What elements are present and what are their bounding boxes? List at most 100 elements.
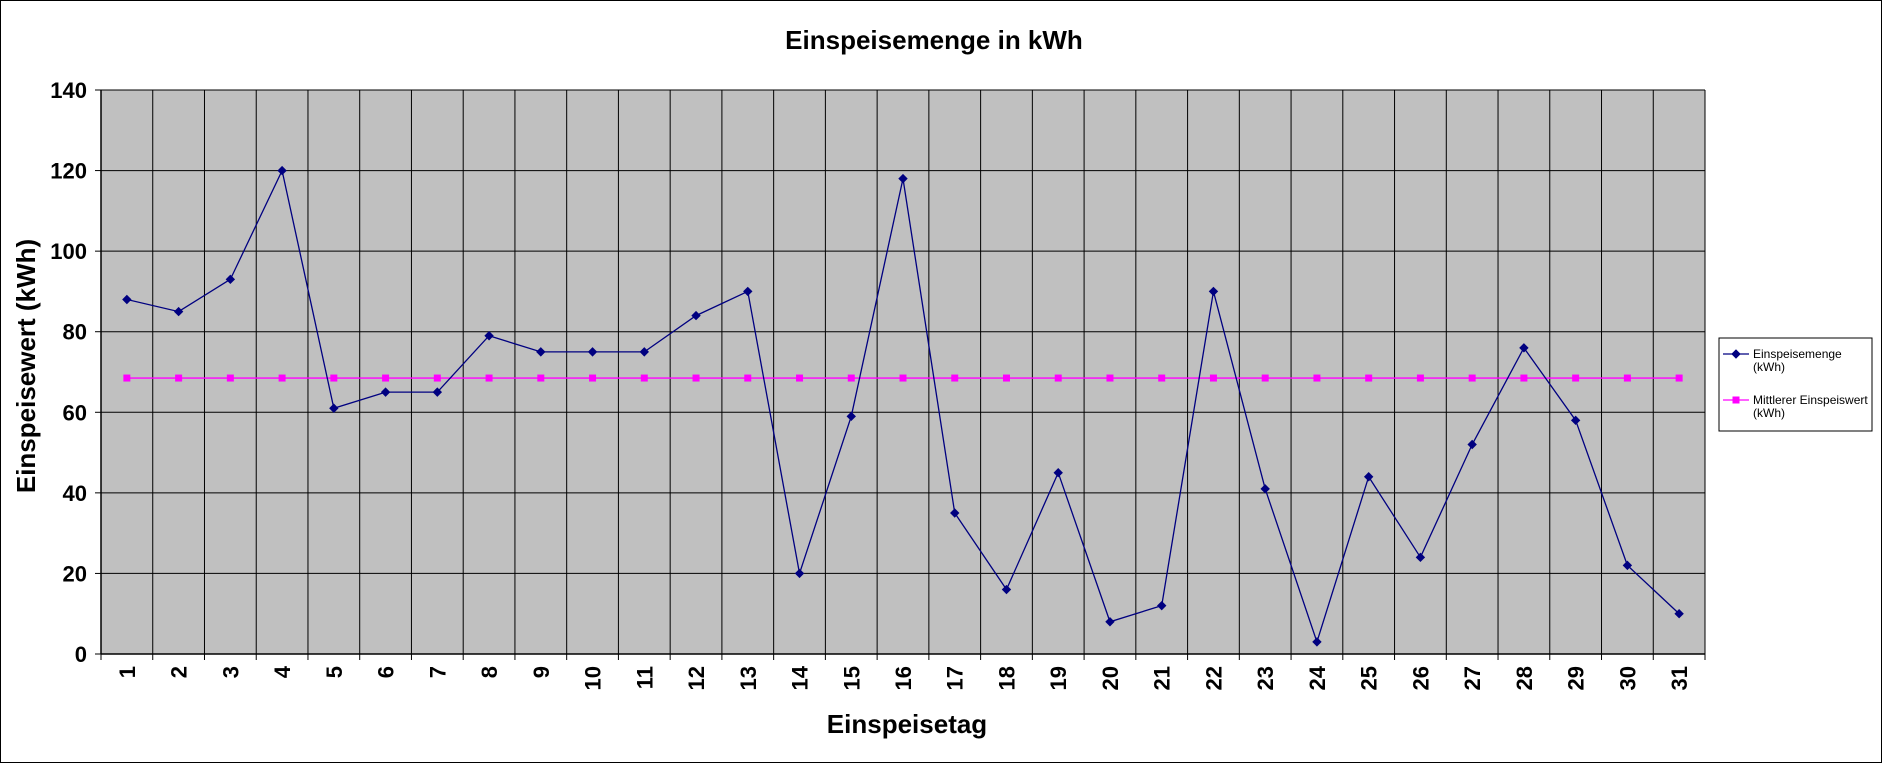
data-point [1157,600,1167,611]
data-point [536,347,546,357]
data-point [1260,484,1270,494]
data-point [692,374,700,382]
data-point [1208,286,1219,297]
data-point [1468,374,1476,382]
data-point [1106,374,1114,382]
x-tick-label: 17 [943,666,968,690]
legend-label: Einspeisemenge [1753,347,1842,361]
x-tick-label: 12 [684,666,709,690]
data-point [1675,374,1683,382]
x-tick-label: 9 [529,666,554,678]
data-point [640,374,648,382]
data-point [122,294,132,305]
legend-label: (kWh) [1753,360,1785,374]
x-tick-label: 10 [581,666,606,690]
y-axis-title: Einspeisewert (kWh) [11,239,41,493]
y-tick-label: 40 [63,481,87,506]
data-point [432,387,443,397]
data-point [1312,637,1322,647]
x-tick-label: 28 [1512,666,1537,690]
data-point [639,347,649,357]
y-tick-label: 120 [50,159,87,184]
data-point [1053,468,1063,478]
legend-marker [1731,349,1741,359]
x-tick-label: 11 [632,666,657,689]
data-point [1520,374,1528,382]
data-point [175,374,183,382]
x-tick-label: 27 [1460,666,1485,690]
data-point [485,374,493,382]
data-point [433,374,441,382]
data-point [1467,439,1477,450]
x-tick-label: 14 [788,665,813,690]
data-point [1416,374,1424,382]
data-point [589,374,597,382]
legend-label: Mittlerer Einspeiswert [1753,393,1868,407]
x-tick-label: 13 [736,666,761,690]
x-tick-label: 24 [1305,665,1330,690]
x-tick-label: 18 [994,666,1019,690]
x-tick-label: 22 [1201,666,1226,690]
data-point [744,374,752,382]
data-point [743,286,753,297]
data-point [1519,343,1529,353]
legend-label: (kWh) [1753,406,1785,420]
x-tick-label: 6 [374,666,399,678]
y-tick-label: 0 [75,642,87,667]
x-tick-label: 30 [1615,666,1640,690]
data-point [1365,374,1373,382]
x-tick-label: 4 [270,665,295,678]
data-point [123,374,131,382]
x-tick-label: 20 [1098,666,1123,690]
y-tick-label: 60 [63,400,87,425]
x-tick-label: 2 [167,666,192,678]
data-point [951,374,959,382]
data-point [225,274,236,285]
data-point [1674,609,1684,619]
x-tick-label: 5 [322,666,347,678]
data-point [173,306,184,317]
y-tick-label: 20 [63,561,87,586]
data-point [847,374,855,382]
x-tick-label: 7 [425,666,450,678]
data-point [1623,374,1631,382]
data-point [277,165,287,176]
data-point [1572,374,1580,382]
data-point [587,347,598,357]
x-tick-label: 26 [1408,666,1433,690]
data-point [794,568,805,579]
data-point [1105,617,1115,627]
data-point [226,374,234,382]
data-point [1054,374,1062,382]
x-tick-label: 31 [1667,666,1692,690]
data-point [691,310,701,321]
data-point [380,387,391,397]
x-tick-label: 19 [1046,666,1071,690]
data-point [329,403,339,413]
data-point [537,374,545,382]
data-point [846,411,856,422]
x-tick-label: 25 [1357,666,1382,690]
x-tick-label: 21 [1150,666,1175,690]
legend-marker [1732,396,1740,404]
data-point [950,508,960,518]
data-point [1001,584,1012,595]
data-point [1313,374,1321,382]
data-point [278,374,286,382]
x-tick-label: 3 [218,666,243,678]
y-tick-label: 100 [50,239,87,264]
plot-background [101,90,1705,654]
x-axis-title: Einspeisetag [827,709,987,739]
x-tick-label: 23 [1253,666,1278,690]
data-point [796,374,804,382]
y-tick-label: 140 [50,78,87,103]
legend: Einspeisemenge(kWh)Mittlerer Einspeiswer… [1718,337,1873,432]
data-point [1158,374,1166,382]
data-point [1622,560,1633,571]
y-tick-label: 80 [63,320,87,345]
data-point [1261,374,1269,382]
data-point [382,374,390,382]
